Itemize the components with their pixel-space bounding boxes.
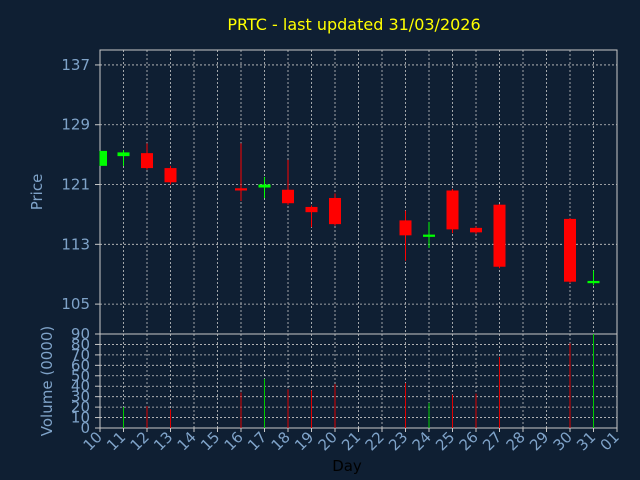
volume-tick-label: 40 [71, 377, 90, 395]
x-tick-label: 30 [550, 428, 576, 454]
chart-title: PRTC - last updated 31/03/2026 [227, 15, 480, 34]
price-tick-label: 129 [61, 116, 90, 134]
x-tick-label: 26 [456, 428, 482, 454]
price-tick-label: 113 [61, 235, 90, 253]
volume-axis-label: Volume (0000) [38, 326, 56, 436]
candle-body [423, 234, 435, 237]
x-tick-label: 21 [338, 428, 364, 454]
volume-tick-label: 90 [71, 325, 90, 343]
volume-tick-label: 70 [71, 346, 90, 364]
candle-body [399, 220, 412, 236]
candle-body [564, 218, 576, 282]
price-axis-label: Price [28, 174, 46, 211]
x-tick-label: 16 [221, 428, 247, 454]
x-tick-label: 23 [385, 428, 411, 454]
x-tick-label: 11 [103, 428, 129, 454]
volume-bars [123, 334, 594, 428]
volume-tick-label: 10 [71, 409, 90, 427]
candle-body [235, 188, 247, 191]
volume-tick-label: 50 [71, 367, 90, 385]
candle-body [117, 152, 130, 157]
candle-body [282, 189, 294, 204]
x-tick-label: 24 [409, 428, 435, 454]
x-tick-label: 19 [291, 428, 317, 454]
x-axis-label: Day [332, 457, 362, 475]
volume-grid [99, 333, 618, 429]
volume-tick-label: 20 [71, 398, 90, 416]
price-tick-label: 105 [61, 295, 90, 313]
price-grid [99, 49, 618, 335]
x-tick-label: 12 [127, 428, 153, 454]
candle-body [470, 227, 482, 233]
x-tick-label: 14 [174, 428, 200, 454]
x-tick-label: 22 [362, 428, 388, 454]
x-tick-label: 18 [268, 428, 294, 454]
volume-tick-label: 60 [71, 356, 90, 374]
candle-body [164, 168, 177, 183]
candle-body [305, 206, 318, 213]
volume-tick-label: 80 [71, 335, 90, 353]
candle-body [587, 280, 600, 284]
x-axis: 1011121314151617181920212223242526272829… [80, 428, 623, 454]
candle-body [141, 153, 153, 169]
candles [99, 143, 600, 286]
x-tick-label: 28 [503, 428, 529, 454]
candle-body [446, 190, 459, 230]
price-axis: 105 113 121 129 137 [61, 56, 100, 313]
price-tick-label: 137 [61, 56, 90, 74]
x-tick-label: 29 [526, 428, 552, 454]
x-tick-label: 13 [150, 428, 176, 454]
x-tick-label: 27 [479, 428, 505, 454]
x-tick-label: 20 [315, 428, 341, 454]
x-tick-label: 17 [244, 428, 270, 454]
candle-body [329, 197, 341, 225]
x-tick-label: 01 [597, 428, 623, 454]
candle-body [258, 184, 271, 188]
volume-plot-frame [99, 333, 618, 429]
candle-body [493, 204, 506, 267]
x-tick-label: 15 [197, 428, 223, 454]
volume-tick-label: 0 [80, 419, 90, 437]
x-tick-label: 25 [432, 428, 458, 454]
price-tick-label: 121 [61, 176, 90, 194]
candle-body [100, 150, 107, 166]
x-tick-label: 31 [573, 428, 599, 454]
volume-tick-label: 30 [71, 388, 90, 406]
